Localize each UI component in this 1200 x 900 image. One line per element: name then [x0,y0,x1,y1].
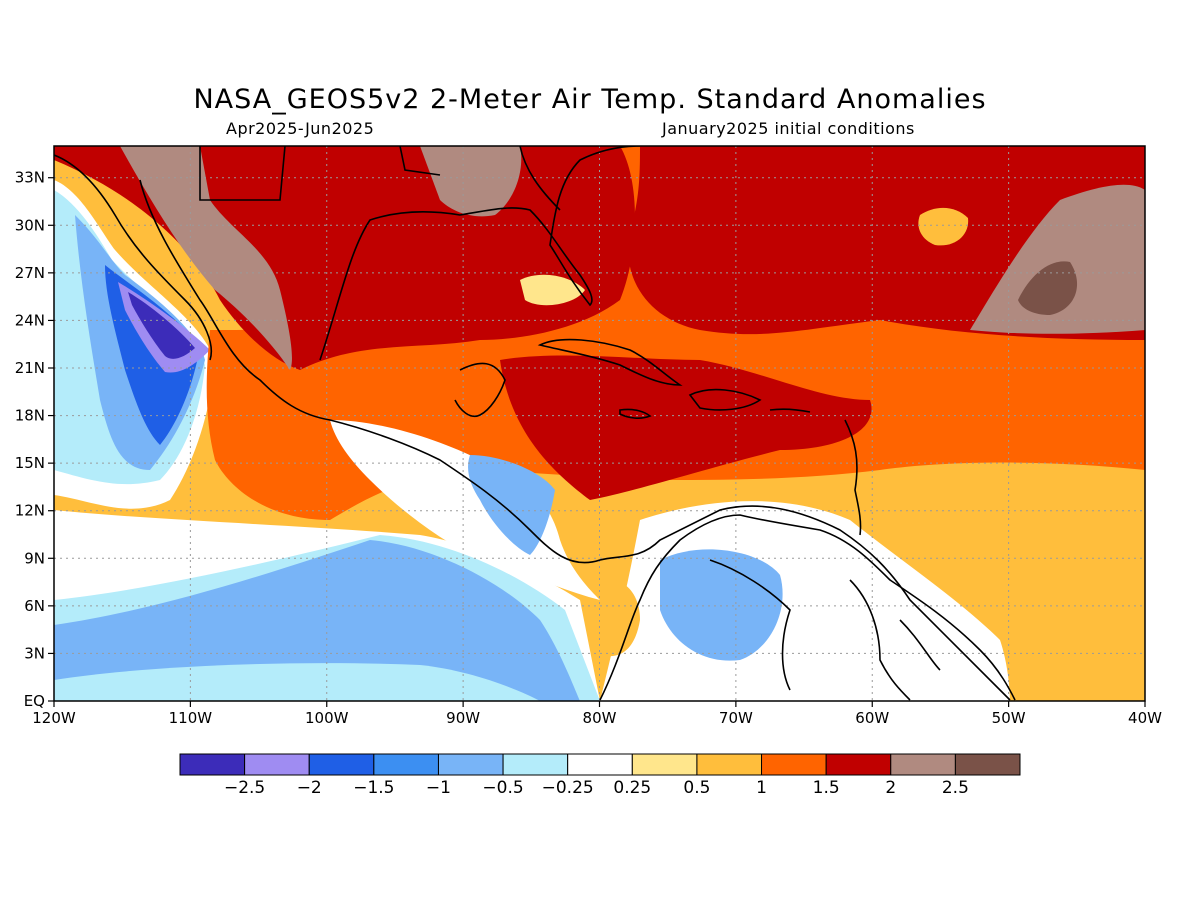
colorbar-swatch [825,753,892,776]
anomaly-field [54,146,1145,701]
colorbar-swatch [567,753,633,776]
y-tick-label: 6N [24,597,45,615]
colorbar-label: −0.25 [542,778,594,798]
x-tick-label: 120W [32,709,76,727]
field-hot-caribbean [500,355,872,500]
coastline-hispaniola [688,388,762,411]
y-tick-label: 24N [15,311,45,329]
x-tick-label: 80W [583,709,617,727]
field-colombia-warm [600,579,640,657]
colorbar-swatch [437,753,504,776]
y-axis-ticks: EQ 3N 6N 9N 12N 15N 18N 21N 24N 27N 30N 33N [15,169,54,710]
field-extreme-gulf-coast [420,146,522,217]
colorbar-label: 1.5 [813,778,840,798]
colorbar-swatch [761,753,827,776]
y-tick-label: 18N [15,407,45,425]
field-gulf-spot [520,274,585,306]
colorbar-swatch [244,753,310,776]
colorbar-swatch [179,753,246,776]
colorbar-swatch [631,753,698,776]
colorbar-swatch [373,753,439,776]
coastline-gulf [319,146,641,361]
y-tick-label: 9N [24,549,45,567]
colorbar-swatch [502,753,569,776]
coastlines [54,146,1016,701]
colorbar-label: −1.5 [353,778,394,798]
map-title: NASA_GEOS5v2 2-Meter Air Temp. Standard … [193,84,987,115]
colorbar-label: 0.5 [683,778,710,798]
x-tick-label: 60W [855,709,889,727]
coastline-jamaica [619,408,652,419]
colorbar-label: 0.25 [613,778,651,798]
coastline-pacific [54,154,1011,701]
y-tick-label: 3N [24,644,45,662]
y-tick-label: 27N [15,264,45,282]
y-tick-label: 30N [15,216,45,234]
x-tick-label: 110W [169,709,213,727]
colorbar-label: −1 [426,778,451,798]
field-cool-pacific-2 [54,540,580,701]
x-tick-label: 50W [992,709,1026,727]
x-tick-label: 70W [719,709,753,727]
colorbar-label: −2 [297,778,322,798]
boundaries-south-america [709,559,941,701]
colorbar-label: 2.5 [942,778,969,798]
coastline-puerto-rico [769,408,811,413]
colorbar-swatch [696,753,763,776]
field-extreme-atlantic [970,184,1145,334]
initial-conditions: January2025 initial conditions [662,119,915,138]
field-baja-cool-5 [128,292,195,359]
colorbar-label: 2 [885,778,896,798]
x-tick-label: 40W [1128,709,1162,727]
coastline-south-america [599,514,1016,701]
field-atlantic-spot [918,207,969,246]
coastline-lesser-antilles [844,419,862,536]
boundaries-north-america [199,146,561,211]
colorbar-swatch [890,753,956,776]
field-south-america-cool [660,549,783,661]
y-tick-label: 12N [15,502,45,520]
colorbar-label: −2.5 [224,778,265,798]
y-tick-label: EQ [24,692,45,710]
colorbar-label: 1 [756,778,767,798]
colorbar-swatch [954,753,1021,776]
x-axis-ticks: 120W 110W 100W 90W 80W 70W 60W 50W 40W [32,701,1162,727]
coastline-yucatan [454,362,506,418]
forecast-period: Apr2025-Jun2025 [226,119,375,138]
field-cool-pacific-3 [54,663,540,701]
grid-lines [54,146,1145,701]
field-central-america-neutral [330,420,600,600]
coastline-cuba [537,338,683,386]
colorbar: −2.5 −2 −1.5 −1 −0.5 −0.25 0.25 0.5 1 1.5 2 2.5 [179,753,1021,798]
field-extreme-core [1018,261,1078,315]
y-tick-label: 33N [15,169,45,187]
colorbar-swatch [308,753,375,776]
y-tick-label: 21N [15,359,45,377]
x-tick-label: 90W [446,709,480,727]
field-extreme-mexico [120,146,292,370]
colorbar-label: −0.5 [482,778,523,798]
y-tick-label: 15N [15,454,45,472]
x-tick-label: 100W [305,709,349,727]
field-central-america-cool [468,455,555,555]
